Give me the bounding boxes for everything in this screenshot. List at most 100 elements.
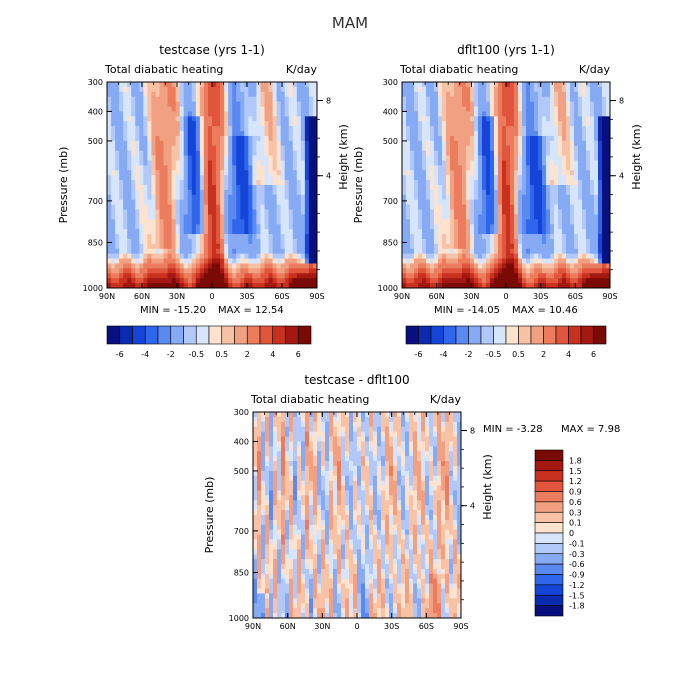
heatmap-cell [187, 189, 193, 196]
heatmap-cell [273, 446, 278, 452]
heatmap-cell [147, 140, 152, 147]
heatmap-cell [534, 116, 539, 122]
heatmap-cell [434, 204, 439, 210]
heatmap-cell [522, 268, 527, 274]
heatmap-cell [357, 426, 362, 433]
heatmap-cell [308, 273, 314, 279]
heatmap-cell [321, 416, 326, 423]
heatmap-cell [232, 283, 237, 289]
heatmap-cell [542, 86, 547, 93]
heatmap-cell [308, 234, 314, 240]
heatmap-cell [276, 204, 282, 210]
heatmap-cell [426, 101, 431, 107]
heatmap-cell [143, 91, 148, 98]
heatmap-cell [474, 131, 479, 137]
heatmap-cell [187, 199, 193, 206]
heatmap-cell [220, 185, 225, 191]
heatmap-cell [127, 229, 132, 235]
heatmap-cell [438, 160, 443, 166]
heatmap-cell [284, 243, 290, 250]
heatmap-cell [594, 175, 599, 181]
heatmap-cell [216, 263, 221, 269]
heatmap-cell [191, 224, 197, 230]
heatmap-cell [329, 412, 334, 418]
heatmap-cell [510, 180, 515, 186]
colorbar-swatch [106, 325, 121, 345]
heatmap-cell [127, 135, 132, 142]
heatmap-cell [296, 96, 302, 103]
heatmap-cell [143, 150, 148, 156]
heatmap-cell [135, 209, 140, 215]
heatmap-cell [256, 140, 261, 147]
heatmap-cell [454, 101, 459, 107]
heatmap-cell [224, 243, 229, 250]
heatmap-cell [183, 135, 189, 142]
heatmap-cell [163, 165, 168, 171]
heatmap-cell [590, 116, 595, 122]
heatmap-cell [602, 234, 607, 240]
heatmap-cell [590, 126, 595, 132]
heatmap-cell [240, 204, 245, 210]
heatmap-cell [454, 268, 459, 274]
heatmap-cell [526, 189, 531, 196]
heatmap-cell [426, 238, 431, 245]
heatmap-cell [183, 140, 189, 147]
heatmap-cell [486, 243, 491, 250]
heatmap-cell [345, 441, 350, 447]
heatmap-cell [281, 446, 286, 452]
heatmap-cell [510, 263, 515, 269]
heatmap-cell [276, 91, 282, 98]
heatmap-cell [304, 126, 310, 132]
heatmap-cell [510, 185, 515, 191]
heatmap-cell [236, 175, 241, 181]
heatmap-cell [490, 135, 495, 142]
heatmap-cell [498, 170, 503, 176]
heatmap-cell [462, 224, 467, 230]
heatmap-cell [442, 199, 447, 206]
heatmap-cell [115, 189, 120, 196]
heatmap-cell [119, 121, 124, 127]
heatmap-cell [518, 150, 523, 156]
heatmap-cell [414, 219, 419, 225]
heatmap-cell [365, 441, 370, 447]
heatmap-cell [171, 283, 177, 289]
heatmap-cell [268, 96, 273, 103]
heatmap-cell [300, 91, 306, 98]
heatmap-cell [260, 243, 265, 250]
heatmap-cell [135, 243, 140, 250]
heatmap-cell [458, 86, 463, 93]
heatmap-cell [159, 185, 164, 191]
heatmap-cell [602, 175, 607, 181]
heatmap-cell [349, 421, 354, 428]
heatmap-cell [119, 131, 124, 137]
heatmap-cell [260, 145, 265, 152]
heatmap-cell [313, 446, 318, 452]
heatmap-cell [171, 248, 177, 255]
heatmap-cell [272, 91, 278, 98]
heatmap-cell [598, 165, 603, 171]
heatmap-cell [586, 180, 591, 186]
heatmap-cell [224, 209, 229, 215]
heatmap-cell [574, 268, 579, 274]
heatmap-cell [135, 131, 140, 137]
heatmap-cell [135, 86, 140, 93]
heatmap-cell [292, 204, 298, 210]
heatmap-cell [333, 426, 338, 433]
heatmap-cell [582, 126, 587, 132]
heatmap-cell [578, 155, 583, 161]
heatmap-cell [288, 180, 294, 186]
heatmap-cell [606, 121, 611, 127]
heatmap-cell [482, 253, 487, 259]
heatmap-cell [458, 135, 463, 142]
heatmap-cell [292, 121, 298, 127]
heatmap-cell [470, 175, 475, 181]
heatmap-cell [462, 91, 467, 98]
heatmap-cell [155, 86, 160, 93]
heatmap-cell [594, 214, 599, 220]
heatmap-cell [418, 150, 423, 156]
heatmap-cell [175, 199, 181, 206]
heatmap-cell [438, 101, 443, 107]
heatmap-cell [292, 101, 298, 107]
heatmap-cell [280, 135, 286, 142]
heatmap-cell [594, 253, 599, 259]
